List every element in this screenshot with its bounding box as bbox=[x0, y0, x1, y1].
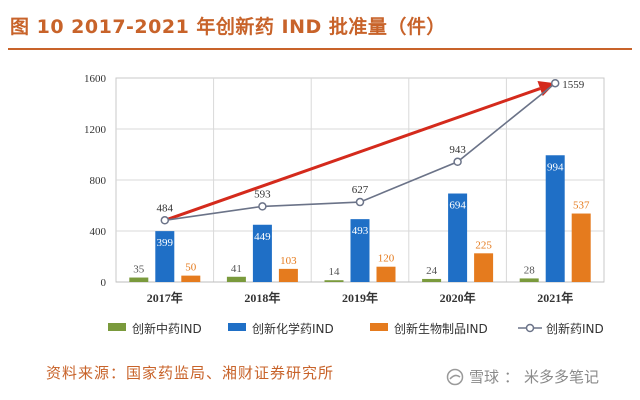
y-tick-label: 0 bbox=[101, 277, 107, 289]
figure-title: 图 10 2017-2021 年创新药 IND 批准量（件） bbox=[10, 16, 446, 38]
data-label-tcm: 14 bbox=[329, 266, 341, 278]
data-label-chem: 493 bbox=[352, 225, 369, 237]
x-tick-label: 2018年 bbox=[244, 290, 280, 305]
data-label-bio: 537 bbox=[573, 200, 590, 212]
data-label-bio: 103 bbox=[280, 255, 297, 267]
data-label-tcm: 35 bbox=[133, 264, 145, 276]
trend-arrow-head bbox=[537, 80, 556, 97]
bar-bio bbox=[571, 213, 591, 282]
bar-bio bbox=[376, 266, 396, 282]
legend-swatch-tcm bbox=[108, 323, 126, 331]
bar-tcm bbox=[129, 277, 149, 282]
bar-tcm bbox=[519, 278, 539, 282]
legend-swatch-chem bbox=[228, 323, 246, 331]
bar-chem bbox=[448, 193, 468, 282]
bar-chem bbox=[155, 231, 175, 282]
legend-label: 创新中药IND bbox=[132, 321, 202, 336]
bar-tcm bbox=[324, 280, 344, 282]
line-point bbox=[355, 197, 365, 207]
data-label-bio: 225 bbox=[475, 239, 492, 251]
data-label-chem: 694 bbox=[449, 200, 466, 212]
watermark-brand: 雪球 bbox=[469, 368, 500, 386]
title-divider bbox=[8, 48, 632, 50]
data-label-total: 484 bbox=[157, 202, 174, 214]
data-label-tcm: 24 bbox=[426, 265, 438, 277]
data-label-chem: 994 bbox=[547, 161, 564, 173]
x-tick-label: 2017年 bbox=[147, 290, 183, 305]
data-label-tcm: 28 bbox=[524, 264, 536, 276]
line-point bbox=[258, 202, 267, 211]
bar-chem bbox=[252, 224, 272, 282]
snowball-logo-icon bbox=[446, 368, 464, 385]
data-label-bio: 50 bbox=[185, 262, 197, 274]
data-label-total: 627 bbox=[352, 184, 369, 196]
data-label-bio: 120 bbox=[378, 253, 395, 265]
bar-bio bbox=[278, 268, 298, 282]
data-label-chem: 399 bbox=[157, 237, 174, 249]
bar-chem bbox=[350, 219, 370, 282]
line-point bbox=[550, 78, 560, 88]
legend-swatch-marker bbox=[525, 323, 535, 333]
data-label-total: 1559 bbox=[562, 79, 585, 91]
x-tick-label: 2019年 bbox=[342, 290, 378, 305]
watermark: 雪球 ： 米多多笔记 bbox=[446, 366, 599, 387]
legend-label: 创新化学药IND bbox=[252, 321, 334, 336]
line-point bbox=[453, 157, 462, 167]
line-point bbox=[160, 216, 170, 225]
legend-swatch-bio bbox=[370, 323, 388, 331]
data-label-chem: 449 bbox=[254, 231, 271, 243]
bar-bio bbox=[474, 253, 494, 282]
legend-label: 创新药IND bbox=[546, 321, 604, 336]
watermark-separator: ： bbox=[504, 368, 520, 386]
data-label-total: 943 bbox=[449, 144, 466, 156]
legend-label: 创新生物制品IND bbox=[394, 321, 488, 336]
x-tick-label: 2021年 bbox=[537, 290, 573, 305]
y-tick-label: 800 bbox=[90, 175, 107, 187]
y-tick-label: 400 bbox=[90, 226, 107, 238]
watermark-author: 米多多笔记 bbox=[524, 368, 600, 386]
bar-tcm bbox=[226, 276, 246, 282]
y-tick-label: 1200 bbox=[84, 124, 107, 136]
bar-tcm bbox=[422, 278, 442, 282]
data-label-tcm: 41 bbox=[231, 263, 242, 275]
bar-chem bbox=[545, 155, 565, 282]
bar-bio bbox=[181, 275, 201, 282]
y-tick-label: 1600 bbox=[84, 73, 107, 85]
source-note: 资料来源：国家药监局、湘财证券研究所 bbox=[46, 364, 335, 382]
data-label-total: 593 bbox=[254, 188, 271, 200]
trend-arrow-shaft bbox=[164, 87, 541, 222]
x-tick-label: 2020年 bbox=[440, 290, 476, 305]
